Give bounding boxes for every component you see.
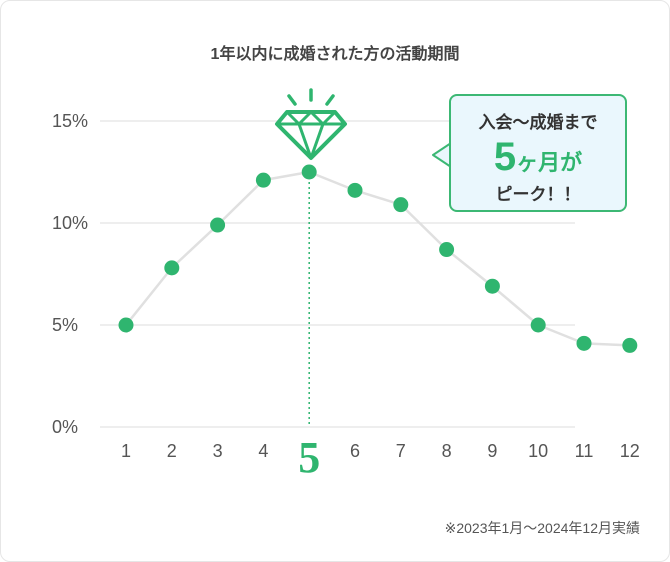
- callout-bubble: 入会〜成婚まで 5ヶ月が ピーク！！: [449, 94, 627, 212]
- x-tick-label: 7: [396, 441, 406, 461]
- y-axis-ticks: 0% 5% 10% 15%: [52, 111, 88, 437]
- series-polyline: [125, 170, 630, 347]
- x-axis-ticks: 1 2 3 4 5 6 7 8 9 10 11 12: [121, 433, 640, 482]
- data-point: [484, 278, 500, 294]
- x-tick-label: 8: [442, 441, 452, 461]
- series-line: [125, 170, 630, 347]
- data-point: [439, 242, 455, 258]
- callout-highlight-unit: ヶ月が: [516, 150, 583, 175]
- diamond-icon: [275, 88, 347, 160]
- x-tick-label: 1: [121, 441, 131, 461]
- callout-line1: 入会〜成婚まで: [478, 113, 598, 132]
- callout-highlight-number: 5: [493, 135, 517, 179]
- data-points: [118, 164, 638, 353]
- x-tick-label: 3: [213, 441, 223, 461]
- data-point: [301, 164, 317, 180]
- callout-tail: [432, 143, 452, 167]
- x-tick-label: 11: [575, 441, 594, 461]
- x-tick-label: 10: [528, 441, 548, 461]
- y-tick-label: 5%: [52, 315, 78, 335]
- data-point: [622, 337, 638, 353]
- x-tick-label: 9: [487, 441, 497, 461]
- x-tick-label: 2: [167, 441, 177, 461]
- callout-line2: 5ヶ月が: [451, 135, 625, 180]
- callout-line3: ピーク！！: [495, 185, 581, 204]
- data-point: [530, 317, 546, 333]
- y-tick-label: 15%: [52, 111, 88, 131]
- data-point: [347, 182, 363, 198]
- x-tick-label-peak: 5: [298, 433, 320, 482]
- data-point: [118, 317, 134, 333]
- x-tick-label: 6: [350, 441, 360, 461]
- data-point: [576, 335, 592, 351]
- x-tick-label: 4: [258, 441, 268, 461]
- data-point: [393, 197, 409, 213]
- data-point: [255, 172, 271, 188]
- y-tick-label: 10%: [52, 213, 88, 233]
- x-tick-label: 12: [620, 441, 640, 461]
- data-point: [210, 217, 226, 233]
- footnote: ※2023年1月〜2024年12月実績: [444, 520, 640, 536]
- data-point: [164, 260, 180, 276]
- chart-title: 1年以内に成婚された方の活動期間: [210, 46, 460, 63]
- y-tick-label: 0%: [52, 417, 78, 437]
